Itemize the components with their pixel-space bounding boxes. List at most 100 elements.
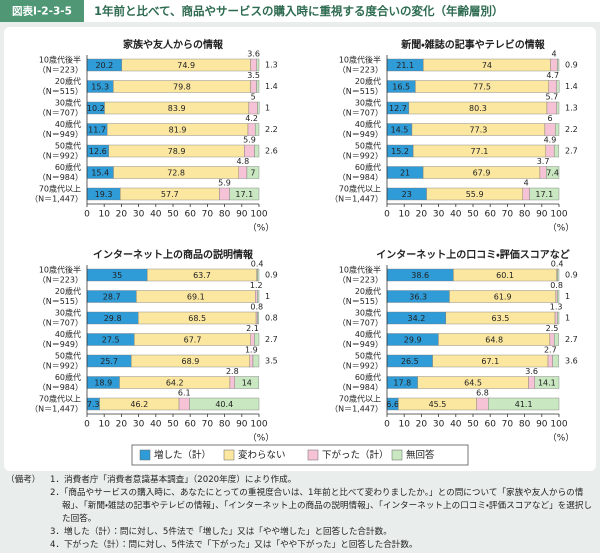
x-tick-label: 10 <box>398 420 410 430</box>
x-tick-label: 90 <box>236 210 248 220</box>
n-label: （N＝984） <box>38 173 83 182</box>
bar-segment <box>522 187 530 201</box>
category-label: 70歳代以上 <box>39 394 81 404</box>
x-tick-label: 0 <box>384 420 390 430</box>
value-label: 4.8 <box>236 157 249 166</box>
bar-segment <box>255 290 258 303</box>
bar-segment <box>256 58 260 72</box>
value-label: 74.9 <box>177 61 195 70</box>
n-label: （N＝223） <box>338 276 383 285</box>
bar-segment <box>252 354 260 368</box>
category-label: 10歳代後半 <box>339 265 381 275</box>
bar-segment <box>255 123 260 136</box>
x-tick-label: 20 <box>416 420 428 430</box>
legend-swatch <box>223 449 235 461</box>
bar-segment <box>257 290 260 303</box>
value-label: 55.9 <box>466 190 484 199</box>
value-label: 1.3 <box>565 104 578 113</box>
x-tick-label: 50 <box>467 210 479 220</box>
category-label: 70歳代以上 <box>339 394 381 404</box>
chart-figure: 図表Ⅰ-2-3-5 1年前と比べて、商品やサービスの購入時に重視する度合いの変化… <box>0 0 600 471</box>
value-label: 2.2 <box>265 125 278 134</box>
value-label: 0.8 <box>265 314 278 323</box>
x-tick-label: 80 <box>219 420 231 430</box>
notes-items: 1．消費者庁「消費者意識基本調査」（2020年度）により作成。 2．「商品やサー… <box>50 474 594 552</box>
category-label: 10歳代後半 <box>39 265 81 275</box>
value-label: 3.6 <box>565 357 578 366</box>
category-label: 20歳代 <box>355 286 381 296</box>
value-label: 2.1 <box>246 324 259 333</box>
value-label: 26.5 <box>401 357 419 366</box>
bar-segment <box>229 187 260 201</box>
bar-segment <box>555 290 558 303</box>
x-tick-label: 60 <box>484 420 496 430</box>
n-label: （N＝515） <box>338 87 383 96</box>
value-label: 0.9 <box>565 271 578 280</box>
n-label: （N＝992） <box>38 362 83 371</box>
value-label: 6.8 <box>476 389 489 398</box>
value-label: 69.1 <box>187 293 205 302</box>
value-label: 21.1 <box>396 61 414 70</box>
bar-segment <box>556 80 560 93</box>
value-label: 28.7 <box>103 293 121 302</box>
value-label: 45.5 <box>429 400 447 409</box>
bar-segment <box>255 311 258 325</box>
n-label: （N＝707） <box>338 109 383 118</box>
value-label: 63.5 <box>492 314 510 323</box>
x-tick-label: 50 <box>167 210 179 220</box>
value-label: 12.7 <box>389 104 407 113</box>
category-label: 20歳代 <box>355 76 381 86</box>
n-label: （N＝707） <box>38 319 83 328</box>
x-tick-label: 40 <box>450 210 462 220</box>
value-label: 63.7 <box>193 271 211 280</box>
value-label: 6 <box>548 114 553 123</box>
category-label: 10歳代後半 <box>39 55 81 65</box>
x-tick-label: 0 <box>84 420 90 430</box>
bar-segment <box>250 58 257 72</box>
x-tick-label: 10 <box>98 210 110 220</box>
value-label: 14 <box>242 379 252 388</box>
bar-segment <box>557 290 560 303</box>
value-label: 7 <box>250 169 255 178</box>
x-tick-label: 30 <box>433 420 445 430</box>
n-label: （N＝707） <box>338 319 383 328</box>
value-label: 77.3 <box>470 126 488 135</box>
value-label: 0.8 <box>250 303 263 312</box>
value-label: 67.1 <box>481 357 499 366</box>
bar-segment <box>254 144 260 158</box>
value-label: 77.5 <box>473 83 491 92</box>
value-label: 67.9 <box>473 169 491 178</box>
x-tick-label: 60 <box>184 210 196 220</box>
value-label: 1 <box>565 292 570 301</box>
x-tick-label: 100 <box>250 210 267 220</box>
x-tick-label: 40 <box>450 420 462 430</box>
category-label: 20歳代 <box>55 286 81 296</box>
bar-segment <box>256 80 260 93</box>
category-label: 60歳代 <box>55 372 81 382</box>
bar-segment <box>257 311 260 325</box>
value-label: 77.1 <box>471 147 489 156</box>
x-tick-label: 10 <box>398 210 410 220</box>
value-label: 2.6 <box>265 147 278 156</box>
value-label: 3.6 <box>247 50 260 59</box>
x-tick-label: 70 <box>202 420 214 430</box>
bar-segment <box>238 166 248 179</box>
n-label: （N＝992） <box>38 152 83 161</box>
x-tick-label: 90 <box>236 420 248 430</box>
value-label: 83.9 <box>168 104 186 113</box>
x-tick-label: 50 <box>167 420 179 430</box>
value-label: 61.9 <box>494 293 512 302</box>
x-tick-label: 90 <box>536 210 548 220</box>
legend: 増した（計） 変わらない 下がった（計） 無回答 <box>131 444 469 466</box>
value-label: 1 <box>565 314 570 323</box>
n-label: （N＝515） <box>38 297 83 306</box>
category-label: 50歳代 <box>355 141 381 151</box>
legend-label: 無回答 <box>406 449 435 461</box>
value-label: 15.3 <box>91 83 109 92</box>
bar-segment <box>553 144 560 158</box>
bar-segment <box>556 101 560 115</box>
n-label: （N＝223） <box>38 66 83 75</box>
value-label: 78.9 <box>168 147 186 156</box>
bar-segment <box>552 354 560 368</box>
bar-segment <box>244 144 255 158</box>
